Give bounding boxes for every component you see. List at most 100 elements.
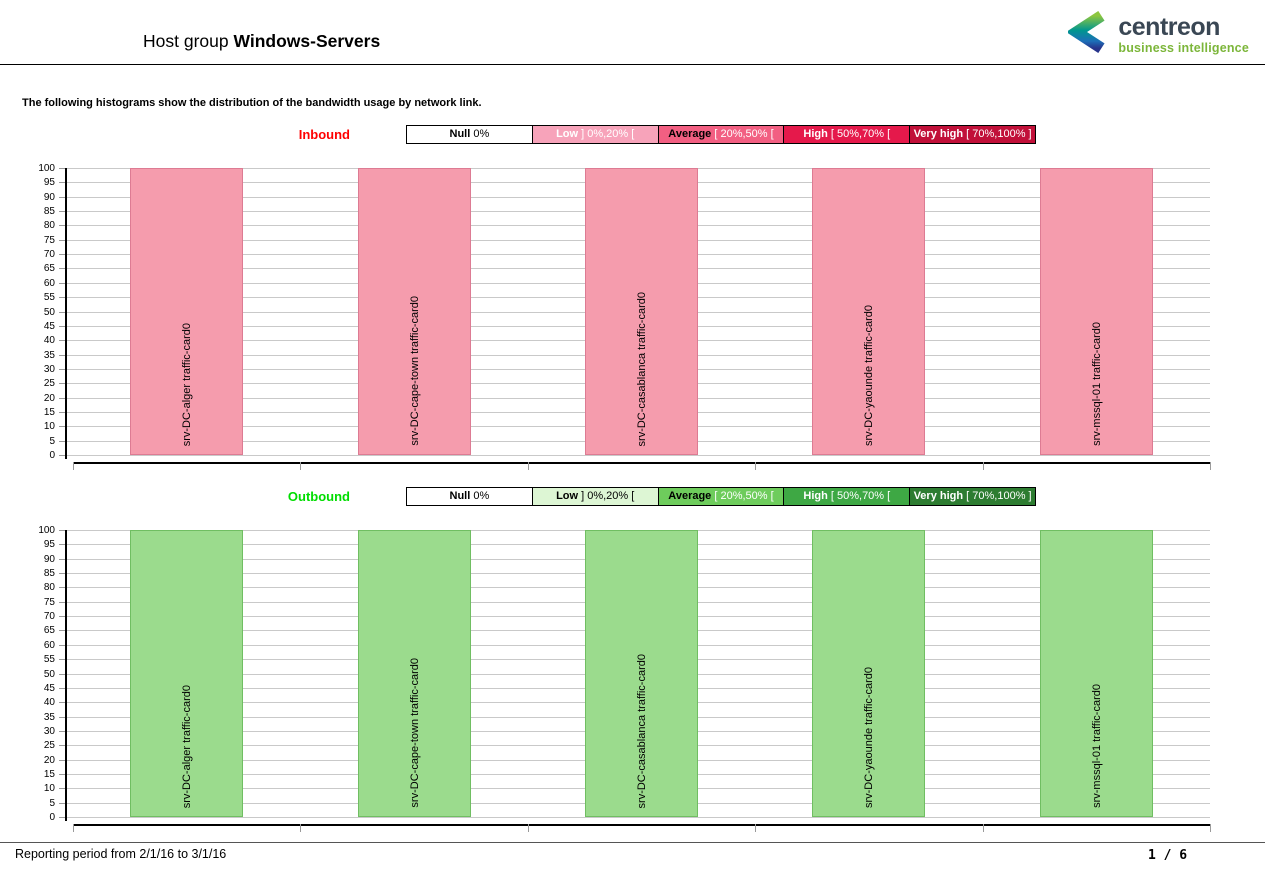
y-axis-tick	[59, 182, 65, 183]
y-axis-label: 95	[43, 177, 55, 188]
legend-cell-null: Null 0%	[406, 487, 533, 506]
bar-label: srv-DC-alger traffic-card0	[180, 684, 193, 808]
y-axis-label: 50	[43, 669, 55, 680]
y-axis-label: 20	[43, 755, 55, 766]
y-axis-label: 60	[43, 278, 55, 289]
y-axis-label: 80	[43, 220, 55, 231]
bar-label: srv-mssql-01 traffic-card0	[1090, 322, 1103, 446]
y-axis-tick	[59, 530, 65, 531]
gridline	[67, 455, 1210, 456]
outbound-histogram: 0 5 10 15 20 25 30 35 40 45 50 55 60 65 70 75 80 85 90 95 10…	[0, 525, 1265, 832]
y-axis-label: 35	[43, 350, 55, 361]
y-axis-label: 80	[43, 582, 55, 593]
y-axis	[65, 530, 67, 821]
bar-label: srv-DC-casablanca traffic-card0	[635, 653, 648, 808]
y-axis-tick	[59, 383, 65, 384]
y-axis-label: 65	[43, 625, 55, 636]
inbound-label: Inbound	[298, 127, 350, 142]
centreon-logo: centreon business intelligence	[1066, 10, 1249, 58]
y-axis-tick	[59, 630, 65, 631]
report-header: Host group Windows-Servers	[0, 0, 1265, 65]
legend-cell-average: Average [ 20%,50% [	[657, 487, 785, 506]
y-axis-label: 25	[43, 740, 55, 751]
bar: srv-DC-casablanca traffic-card0	[585, 530, 698, 817]
logo-brand-subtitle: business intelligence	[1118, 40, 1249, 55]
x-axis	[73, 462, 1210, 464]
bar: srv-DC-yaounde traffic-card0	[812, 168, 925, 455]
x-axis-tick	[983, 462, 984, 470]
y-axis-label: 30	[43, 726, 55, 737]
y-axis-tick	[59, 774, 65, 775]
y-axis-tick	[59, 326, 65, 327]
y-axis-label: 45	[43, 321, 55, 332]
bar-label: srv-DC-alger traffic-card0	[180, 322, 193, 446]
x-axis-tick	[755, 824, 756, 832]
y-axis-label: 100	[38, 525, 55, 536]
y-axis-tick	[59, 602, 65, 603]
inbound-histogram: 0 5 10 15 20 25 30 35 40 45 50 55 60 65 70 75 80 85 90 95 10…	[0, 163, 1265, 470]
bar: srv-DC-cape-town traffic-card0	[358, 530, 471, 817]
y-axis-tick	[59, 616, 65, 617]
x-axis-tick	[755, 462, 756, 470]
legend-cell-average: Average [ 20%,50% [	[657, 125, 785, 144]
y-axis-tick	[59, 312, 65, 313]
y-axis-tick	[59, 254, 65, 255]
y-axis-label: 30	[43, 364, 55, 375]
page-title-hostgroup: Windows-Servers	[233, 31, 381, 51]
y-axis-tick	[59, 441, 65, 442]
y-axis-tick	[59, 240, 65, 241]
bar-label: srv-DC-yaounde traffic-card0	[862, 666, 875, 808]
y-axis-label: 75	[43, 597, 55, 608]
y-axis-tick	[59, 717, 65, 718]
x-axis-tick	[300, 824, 301, 832]
x-axis	[73, 824, 1210, 826]
y-axis-label: 55	[43, 654, 55, 665]
y-axis-tick	[59, 398, 65, 399]
y-axis-label: 45	[43, 683, 55, 694]
y-axis-tick	[59, 803, 65, 804]
y-axis-tick	[59, 731, 65, 732]
intro-text: The following histograms show the distri…	[22, 97, 482, 109]
legend-cell-high: High [ 50%,70% [	[783, 487, 911, 506]
y-axis-tick	[59, 559, 65, 560]
y-axis-tick	[59, 197, 65, 198]
y-axis-label: 10	[43, 783, 55, 794]
page-title: Host group Windows-Servers	[143, 31, 380, 52]
x-axis-tick	[528, 462, 529, 470]
x-axis-tick	[300, 462, 301, 470]
y-axis-tick	[59, 268, 65, 269]
y-axis-label: 60	[43, 640, 55, 651]
reporting-period: Reporting period from 2/1/16 to 3/1/16	[15, 847, 227, 861]
logo-brand-name: centreon	[1118, 12, 1220, 41]
bar: srv-DC-casablanca traffic-card0	[585, 168, 698, 455]
inbound-legend: Null 0% Low ] 0%,20% [Average [ 20%,50% […	[406, 125, 1036, 144]
y-axis-tick	[59, 745, 65, 746]
y-axis-label: 70	[43, 249, 55, 260]
y-axis-tick	[59, 225, 65, 226]
y-axis-label: 100	[38, 163, 55, 174]
y-axis-label: 65	[43, 263, 55, 274]
centreon-logo-icon	[1066, 10, 1110, 58]
legend-cell-high: High [ 50%,70% [	[783, 125, 911, 144]
bar: srv-DC-yaounde traffic-card0	[812, 530, 925, 817]
y-axis-label: 15	[43, 407, 55, 418]
legend-cell-very-high: Very high [ 70%,100% ]	[909, 125, 1036, 144]
legend-cell-null: Null 0%	[406, 125, 533, 144]
bar-label: srv-mssql-01 traffic-card0	[1090, 684, 1103, 808]
bar-label: srv-DC-cape-town traffic-card0	[408, 296, 421, 446]
x-axis-tick	[73, 462, 74, 470]
x-axis-tick	[1210, 462, 1211, 470]
page-number: 1 / 6	[1148, 848, 1188, 863]
y-axis-label: 20	[43, 393, 55, 404]
y-axis-label: 40	[43, 335, 55, 346]
bar: srv-DC-alger traffic-card0	[130, 168, 243, 455]
x-axis-tick	[528, 824, 529, 832]
bar-label: srv-DC-casablanca traffic-card0	[635, 291, 648, 446]
y-axis-label: 95	[43, 539, 55, 550]
y-axis	[65, 168, 67, 459]
y-axis-label: 0	[49, 450, 55, 461]
y-axis-tick	[59, 702, 65, 703]
y-axis-tick	[59, 168, 65, 169]
y-axis-label: 5	[49, 798, 55, 809]
y-axis-tick	[59, 659, 65, 660]
